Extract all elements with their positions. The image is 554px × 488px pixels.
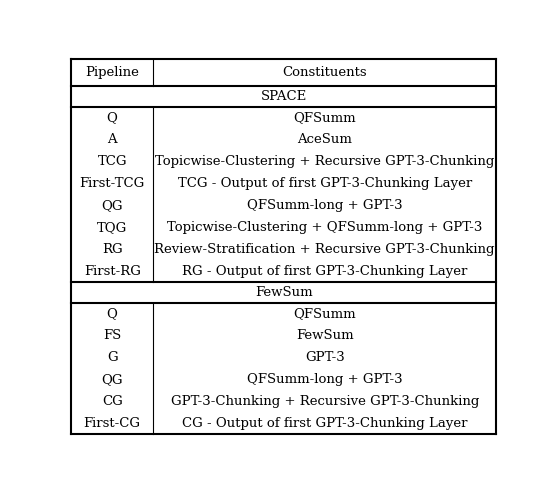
- Text: QFSumm: QFSumm: [294, 307, 356, 320]
- Text: GPT-3: GPT-3: [305, 351, 345, 364]
- Text: QFSumm-long + GPT-3: QFSumm-long + GPT-3: [247, 373, 403, 386]
- Text: Review-Stratification + Recursive GPT-3-Chunking: Review-Stratification + Recursive GPT-3-…: [155, 243, 495, 256]
- Text: FewSum: FewSum: [255, 286, 313, 299]
- Text: FewSum: FewSum: [296, 329, 353, 342]
- Text: First-TCG: First-TCG: [80, 177, 145, 190]
- Text: RG - Output of first GPT-3-Chunking Layer: RG - Output of first GPT-3-Chunking Laye…: [182, 264, 468, 278]
- Text: CG: CG: [102, 395, 122, 408]
- Text: QG: QG: [101, 373, 123, 386]
- Text: TCG: TCG: [98, 155, 127, 168]
- Text: QFSumm: QFSumm: [294, 111, 356, 124]
- Text: G: G: [107, 351, 117, 364]
- Text: First-CG: First-CG: [84, 417, 141, 430]
- Text: SPACE: SPACE: [261, 90, 307, 102]
- Text: Pipeline: Pipeline: [85, 66, 139, 79]
- Text: Topicwise-Clustering + QFSumm-long + GPT-3: Topicwise-Clustering + QFSumm-long + GPT…: [167, 221, 483, 234]
- Text: Q: Q: [107, 307, 117, 320]
- Text: GPT-3-Chunking + Recursive GPT-3-Chunking: GPT-3-Chunking + Recursive GPT-3-Chunkin…: [171, 395, 479, 408]
- Text: Constituents: Constituents: [283, 66, 367, 79]
- Text: A: A: [107, 133, 117, 146]
- Text: Topicwise-Clustering + Recursive GPT-3-Chunking: Topicwise-Clustering + Recursive GPT-3-C…: [155, 155, 494, 168]
- Text: QFSumm-long + GPT-3: QFSumm-long + GPT-3: [247, 199, 403, 212]
- Text: FS: FS: [103, 329, 121, 342]
- Text: AceSum: AceSum: [297, 133, 352, 146]
- Text: CG - Output of first GPT-3-Chunking Layer: CG - Output of first GPT-3-Chunking Laye…: [182, 417, 468, 430]
- Text: First-RG: First-RG: [84, 264, 141, 278]
- Text: QG: QG: [101, 199, 123, 212]
- Text: TCG - Output of first GPT-3-Chunking Layer: TCG - Output of first GPT-3-Chunking Lay…: [178, 177, 472, 190]
- Text: RG: RG: [102, 243, 122, 256]
- Text: Q: Q: [107, 111, 117, 124]
- Text: TQG: TQG: [97, 221, 127, 234]
